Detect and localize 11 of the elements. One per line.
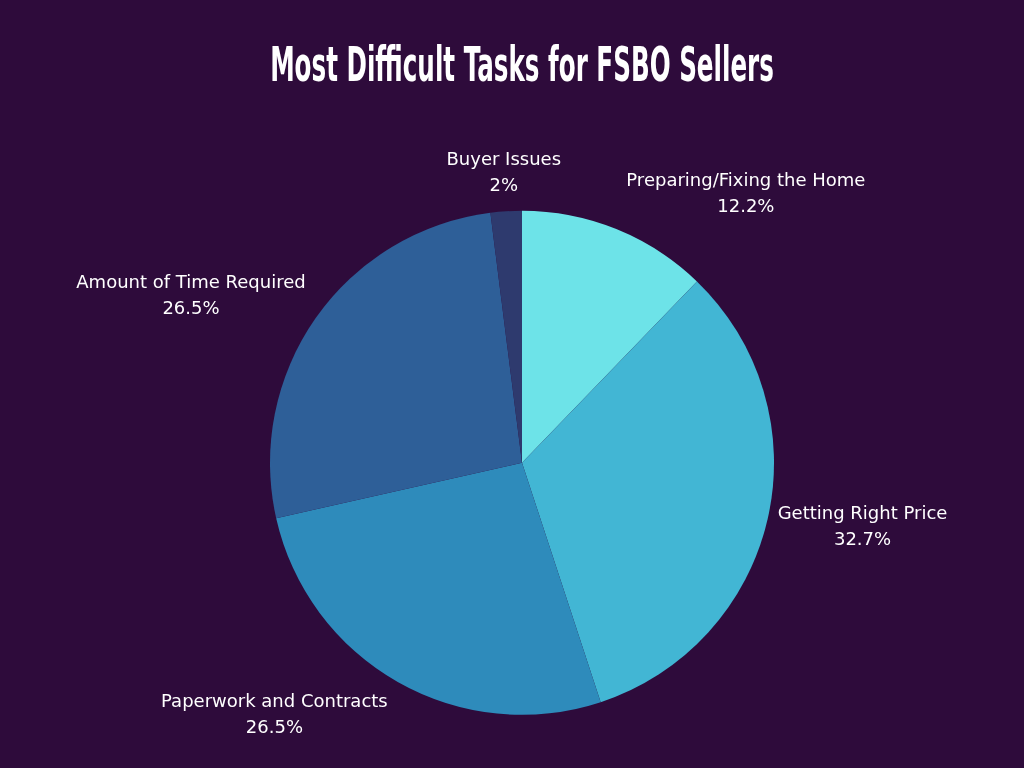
slice-label: Paperwork and Contracts [161,689,388,711]
slice-label: Buyer Issues [446,148,562,170]
slice-label: Getting Right Price [777,502,948,524]
data-label: 32.7% [833,528,892,550]
data-label: 2% [489,174,519,196]
data-label: 12.2% [717,194,775,216]
chart-title: Most Difficult Tasks for FSBO Sellers [270,37,774,93]
slice-label: Preparing/Fixing the Home [626,168,866,190]
data-label: 26.5% [162,296,220,318]
data-label: 26.5% [245,715,303,737]
slice-label: Amount of Time Required [76,270,306,292]
